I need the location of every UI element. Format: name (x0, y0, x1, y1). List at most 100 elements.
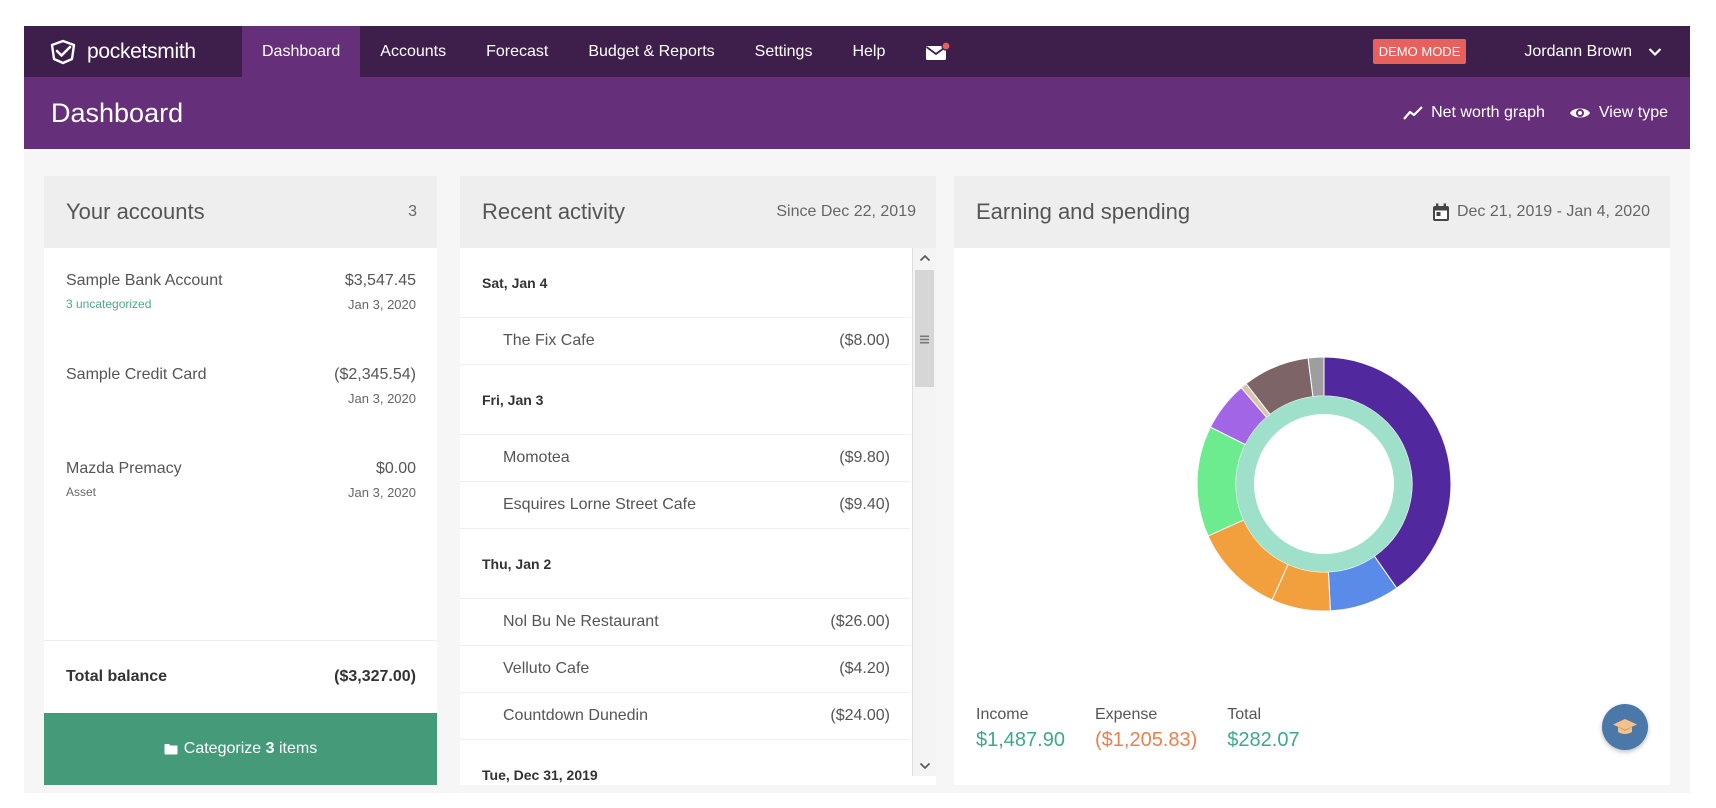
transaction-row[interactable]: Velluto Cafe ($4.20) (460, 646, 910, 693)
transaction-row[interactable]: The Fix Cafe ($8.00) (460, 318, 910, 365)
transaction-payee: The Fix Cafe (503, 332, 595, 349)
total-balance-label: Total balance (66, 667, 168, 685)
transaction-payee: Nol Bu Ne Restaurant (503, 613, 659, 630)
earning-title: Earning and spending (976, 199, 1191, 224)
accounts-panel-header: Your accounts 3 (44, 176, 437, 248)
account-date: Jan 3, 2020 (348, 391, 416, 406)
activity-since: Since Dec 22, 2019 (776, 203, 916, 220)
nav-dashboard[interactable]: Dashboard (242, 26, 361, 77)
recent-activity-panel: Recent activity Since Dec 22, 2019 Sat, … (460, 176, 936, 785)
categorize-label: Categorize (183, 740, 262, 757)
activity-scrollbar[interactable] (912, 248, 936, 776)
transaction-amount: ($9.40) (839, 496, 890, 513)
earning-spending-panel: Earning and spending Dec 21, 2019 - Jan … (954, 176, 1670, 785)
transaction-amount: ($26.00) (830, 613, 890, 630)
account-name: Mazda Premacy (66, 460, 182, 477)
income-value: $1,487.90 (976, 729, 1065, 751)
account-balance: $3,547.45 (344, 272, 416, 289)
user-menu-chevron-icon[interactable] (1648, 47, 1662, 57)
envelope-icon (926, 40, 951, 60)
donut-segment-4[interactable] (1207, 519, 1289, 601)
brand-logo[interactable]: pocketsmith (24, 26, 242, 77)
scroll-thumb[interactable] (915, 270, 934, 387)
net-worth-graph-button[interactable]: Net worth graph (1403, 104, 1545, 122)
account-name: Sample Bank Account (66, 272, 223, 289)
demo-mode-badge: DEMO MODE (1372, 39, 1467, 64)
nav-budget-reports[interactable]: Budget & Reports (588, 42, 715, 60)
date-range-picker[interactable]: Dec 21, 2019 - Jan 4, 2020 (1432, 203, 1650, 222)
transaction-payee: Momotea (503, 449, 570, 466)
account-date: Jan 3, 2020 (348, 485, 416, 500)
activity-day-header: Fri, Jan 3 (460, 365, 910, 435)
net-worth-graph-label: Net worth graph (1431, 104, 1545, 121)
transaction-amount: ($8.00) (839, 332, 890, 349)
totals-summary: Income $1,487.90 Expense ($1,205.83) Tot… (976, 706, 1330, 752)
account-name: Sample Credit Card (66, 366, 207, 383)
transaction-row[interactable]: Esquires Lorne Street Cafe ($9.40) (460, 482, 910, 529)
graduation-cap-icon (1613, 719, 1637, 734)
income-label: Income (976, 706, 1029, 723)
trend-line-icon (1403, 106, 1423, 120)
account-date: Jan 3, 2020 (348, 297, 416, 312)
activity-day-header: Tue, Dec 31, 2019 (460, 740, 910, 785)
donut-inner-ring[interactable] (1236, 396, 1412, 572)
account-balance: ($2,345.54) (334, 366, 416, 383)
transaction-amount: ($24.00) (830, 707, 890, 724)
user-menu-name[interactable]: Jordann Brown (1524, 42, 1632, 60)
accounts-panel: Your accounts 3 Sample Bank Account 3 un… (44, 176, 437, 785)
accounts-title: Your accounts (66, 199, 205, 224)
learning-help-button[interactable] (1602, 704, 1648, 750)
expense-summary: Expense ($1,205.83) (1095, 706, 1197, 752)
total-label: Total (1227, 706, 1262, 723)
brand-name: pocketsmith (87, 39, 196, 63)
total-summary: Total $282.07 (1227, 706, 1299, 752)
nav-settings[interactable]: Settings (754, 42, 813, 60)
pocketsmith-logo-icon (50, 39, 76, 64)
uncategorized-link[interactable]: 3 uncategorized (66, 297, 152, 311)
account-type: Asset (66, 485, 97, 499)
transaction-amount: ($4.20) (839, 660, 890, 677)
nav-accounts[interactable]: Accounts (380, 42, 447, 60)
date-range-label: Dec 21, 2019 - Jan 4, 2020 (1456, 203, 1650, 220)
account-row[interactable]: Sample Credit Card ($2,345.54) Jan 3, 20… (44, 342, 437, 436)
page-header: Dashboard Net worth graph View type (24, 77, 1690, 149)
nav-forecast[interactable]: Forecast (486, 42, 549, 60)
accounts-count: 3 (408, 203, 417, 220)
transaction-amount: ($9.80) (839, 449, 890, 466)
activity-list[interactable]: Sat, Jan 4 The Fix Cafe ($8.00) Fri, Jan… (460, 248, 910, 785)
total-balance-value: ($3,327.00) (334, 667, 416, 685)
activity-title: Recent activity (482, 199, 626, 224)
income-summary: Income $1,487.90 (976, 706, 1065, 752)
total-value: $282.07 (1227, 729, 1300, 751)
page-title: Dashboard (51, 97, 184, 128)
header-actions: Net worth graph View type (1379, 104, 1668, 122)
transaction-row[interactable]: Countdown Dunedin ($24.00) (460, 693, 910, 740)
activity-day-header: Sat, Jan 4 (460, 248, 910, 318)
activity-day-header: Thu, Jan 2 (460, 529, 910, 599)
expense-label: Expense (1094, 706, 1158, 723)
transaction-payee: Velluto Cafe (503, 660, 590, 677)
scroll-down-chevron-icon[interactable] (913, 756, 936, 776)
view-type-label: View type (1598, 104, 1668, 121)
total-balance-row: Total balance ($3,327.00) (44, 640, 437, 712)
view-type-button[interactable]: View type (1569, 104, 1668, 122)
nav-help[interactable]: Help (852, 42, 886, 60)
top-navigation: pocketsmith Dashboard Accounts Forecast … (24, 26, 1690, 77)
transaction-row[interactable]: Momotea ($9.80) (460, 435, 910, 482)
earning-panel-header: Earning and spending Dec 21, 2019 - Jan … (954, 176, 1670, 248)
account-row[interactable]: Sample Bank Account 3 uncategorized $3,5… (44, 248, 437, 342)
folder-icon (164, 744, 178, 755)
activity-panel-header: Recent activity Since Dec 22, 2019 (460, 176, 936, 248)
account-balance: $0.00 (375, 460, 416, 477)
transaction-row[interactable]: Nol Bu Ne Restaurant ($26.00) (460, 599, 910, 646)
transaction-payee: Countdown Dunedin (503, 707, 648, 724)
messages-button[interactable] (905, 26, 971, 77)
scroll-up-chevron-icon[interactable] (913, 248, 936, 268)
expense-value: ($1,205.83) (1094, 729, 1198, 751)
earning-spending-donut-chart[interactable] (1184, 344, 1464, 624)
calendar-icon (1432, 203, 1449, 221)
account-row[interactable]: Mazda Premacy Asset $0.00 Jan 3, 2020 (44, 436, 437, 530)
eye-icon (1569, 108, 1590, 118)
categorize-button[interactable]: Categorize 3 items (44, 713, 437, 785)
grip-icon (920, 335, 929, 344)
